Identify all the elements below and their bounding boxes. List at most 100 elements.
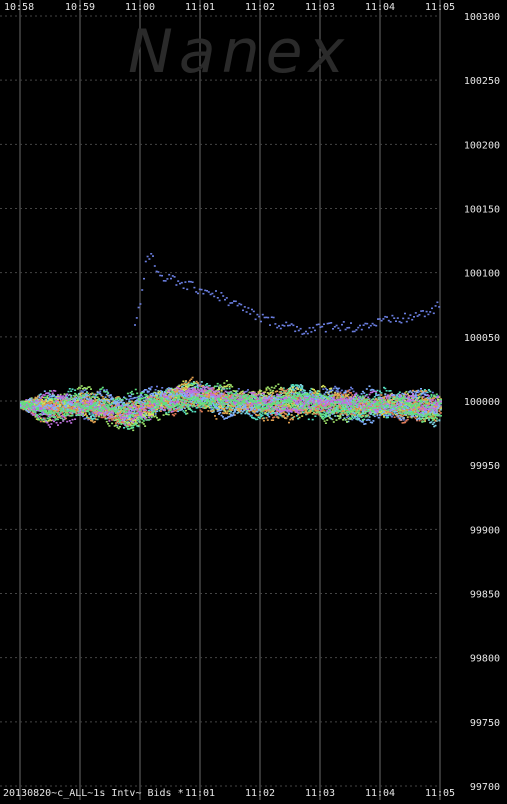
data-point bbox=[379, 412, 381, 414]
data-point bbox=[339, 416, 341, 418]
data-point bbox=[69, 388, 71, 390]
data-point bbox=[273, 387, 275, 389]
data-point bbox=[40, 417, 42, 419]
data-point bbox=[375, 393, 377, 395]
data-point bbox=[268, 388, 270, 390]
data-point bbox=[231, 386, 233, 388]
data-point bbox=[225, 410, 227, 412]
data-point bbox=[337, 390, 339, 392]
data-point bbox=[272, 390, 274, 392]
data-point bbox=[303, 390, 305, 392]
data-point bbox=[333, 421, 335, 423]
data-point bbox=[291, 390, 293, 392]
data-point bbox=[223, 382, 225, 384]
watermark: Nanex bbox=[128, 17, 350, 87]
data-point bbox=[108, 425, 110, 427]
data-point bbox=[123, 427, 125, 429]
data-point bbox=[330, 388, 332, 390]
data-point bbox=[192, 411, 194, 413]
data-point bbox=[273, 416, 275, 418]
data-point bbox=[387, 417, 389, 419]
data-point bbox=[313, 413, 315, 415]
data-point bbox=[312, 419, 314, 421]
data-point bbox=[260, 416, 262, 418]
data-point bbox=[405, 391, 407, 393]
data-point bbox=[336, 419, 338, 421]
data-point bbox=[277, 384, 279, 386]
data-point bbox=[353, 391, 355, 393]
data-point bbox=[106, 389, 108, 391]
data-point bbox=[119, 426, 121, 428]
data-point bbox=[218, 389, 220, 391]
data-point bbox=[351, 388, 353, 390]
data-point bbox=[433, 422, 435, 424]
data-point bbox=[141, 422, 143, 424]
data-point bbox=[72, 388, 74, 390]
data-point bbox=[221, 386, 223, 388]
data-point bbox=[246, 410, 248, 412]
data-point bbox=[292, 384, 294, 386]
data-point bbox=[304, 412, 306, 414]
data-point bbox=[83, 398, 85, 400]
data-point bbox=[132, 430, 134, 432]
data-point bbox=[235, 390, 237, 392]
data-point bbox=[338, 418, 340, 420]
data-point bbox=[326, 419, 328, 421]
data-point bbox=[98, 416, 100, 418]
data-point bbox=[105, 418, 107, 420]
data-point bbox=[89, 412, 91, 414]
data-point bbox=[270, 392, 272, 394]
data-point bbox=[337, 415, 339, 417]
data-point bbox=[432, 423, 434, 425]
data-point bbox=[218, 387, 220, 389]
data-point bbox=[138, 425, 140, 427]
data-point bbox=[428, 419, 430, 421]
data-point bbox=[374, 396, 376, 398]
data-point bbox=[266, 389, 268, 391]
data-point bbox=[194, 411, 196, 413]
data-point bbox=[264, 391, 266, 393]
data-point bbox=[106, 421, 108, 423]
data-point bbox=[155, 389, 157, 391]
data-point bbox=[390, 390, 392, 392]
data-point bbox=[185, 410, 187, 412]
data-point bbox=[334, 386, 336, 388]
data-point bbox=[380, 392, 382, 394]
data-point bbox=[139, 421, 141, 423]
data-point bbox=[90, 416, 92, 418]
data-point bbox=[107, 423, 109, 425]
data-point bbox=[399, 391, 401, 393]
data-point bbox=[325, 422, 327, 424]
data-point bbox=[229, 388, 231, 390]
data-point bbox=[152, 413, 154, 415]
data-point bbox=[428, 389, 430, 391]
data-point bbox=[230, 384, 232, 386]
data-point bbox=[190, 409, 192, 411]
data-point bbox=[314, 415, 316, 417]
data-point bbox=[89, 386, 91, 388]
data-point bbox=[342, 419, 344, 421]
data-point bbox=[431, 421, 433, 423]
data-point bbox=[168, 414, 170, 416]
data-point bbox=[324, 420, 326, 422]
data-point bbox=[384, 388, 386, 390]
data-point bbox=[144, 425, 146, 427]
data-point bbox=[267, 386, 269, 388]
data-point bbox=[407, 416, 409, 418]
data-point bbox=[115, 424, 117, 426]
data-point bbox=[429, 391, 431, 393]
data-point bbox=[221, 390, 223, 392]
data-point bbox=[197, 387, 199, 389]
data-point bbox=[438, 419, 440, 421]
data-point bbox=[90, 388, 92, 390]
data-point bbox=[313, 389, 315, 391]
data-point bbox=[49, 399, 51, 401]
data-point bbox=[346, 421, 348, 423]
data-point bbox=[256, 419, 258, 421]
data-point bbox=[369, 416, 371, 418]
data-point bbox=[159, 419, 161, 421]
data-point bbox=[334, 415, 336, 417]
data-point bbox=[379, 391, 381, 393]
